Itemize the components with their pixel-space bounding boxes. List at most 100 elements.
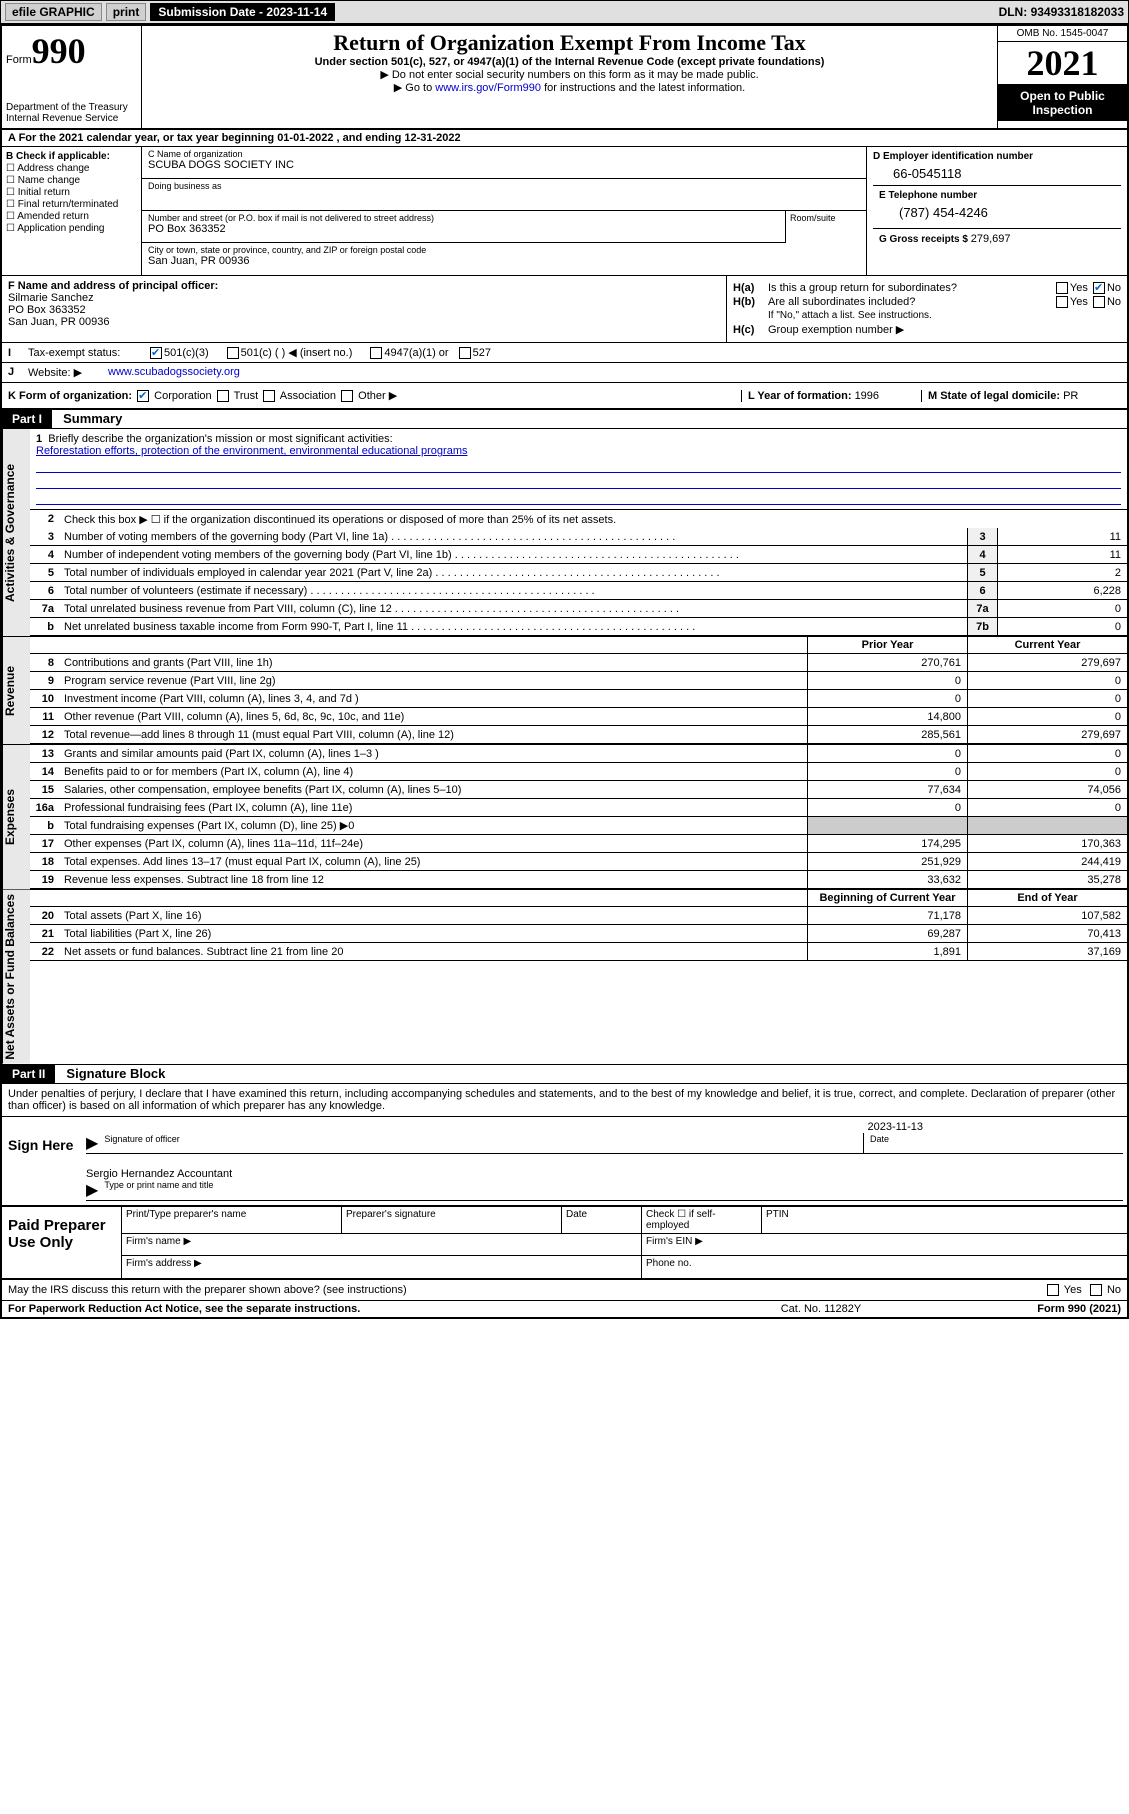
row-i-label: I <box>8 347 28 359</box>
ha-label: H(a) <box>733 282 768 294</box>
city-label: City or town, state or province, country… <box>148 245 860 255</box>
chk-association[interactable] <box>263 390 275 402</box>
state-domicile: M State of legal domicile: PR <box>921 390 1121 402</box>
part-2-badge: Part II <box>2 1065 55 1083</box>
section-b-label: B Check if applicable: <box>6 151 137 162</box>
section-g: G Gross receipts $ 279,697 <box>873 228 1121 249</box>
submission-date-label: Submission Date - 2023-11-14 <box>150 3 335 21</box>
line-15: 15Salaries, other compensation, employee… <box>30 781 1127 799</box>
instructions-note: ▶ Go to www.irs.gov/Form990 for instruct… <box>150 81 989 94</box>
form-title-box: Return of Organization Exempt From Incom… <box>142 26 997 128</box>
addr-label: Number and street (or P.O. box if mail i… <box>148 213 779 223</box>
col-end-year: End of Year <box>967 890 1127 906</box>
hb-no-checkbox[interactable] <box>1093 296 1105 308</box>
form-990: Form990 Department of the Treasury Inter… <box>0 24 1129 1319</box>
chk-amended[interactable]: ☐ Amended return <box>6 211 137 222</box>
line-19: 19Revenue less expenses. Subtract line 1… <box>30 871 1127 889</box>
cat-number: Cat. No. 11282Y <box>721 1303 921 1315</box>
omb-number: OMB No. 1545-0047 <box>998 26 1127 42</box>
perjury-declaration: Under penalties of perjury, I declare th… <box>2 1084 1127 1117</box>
tax-exempt-label: Tax-exempt status: <box>28 347 148 359</box>
city-value: San Juan, PR 00936 <box>148 255 860 267</box>
revenue-section: Revenue Prior Year Current Year 8Contrib… <box>2 637 1127 745</box>
chk-527[interactable] <box>459 347 471 359</box>
part-1-header: Part I Summary <box>2 410 1127 429</box>
efile-label: efile GRAPHIC <box>5 3 102 21</box>
phone-label: E Telephone number <box>879 190 1115 201</box>
chk-final-return[interactable]: ☐ Final return/terminated <box>6 199 137 210</box>
vtab-revenue: Revenue <box>2 637 30 744</box>
chk-name-change[interactable]: ☐ Name change <box>6 175 137 186</box>
instructions-link[interactable]: www.irs.gov/Form990 <box>435 82 541 94</box>
officer-label: F Name and address of principal officer: <box>8 280 720 292</box>
line-10: 10Investment income (Part VIII, column (… <box>30 690 1127 708</box>
ha-yes-checkbox[interactable] <box>1056 282 1068 294</box>
line-18: 18Total expenses. Add lines 13–17 (must … <box>30 853 1127 871</box>
expenses-section: Expenses 13Grants and similar amounts pa… <box>2 745 1127 890</box>
firm-ein-label: Firm's EIN ▶ <box>642 1234 1127 1255</box>
revenue-header: Prior Year Current Year <box>30 637 1127 654</box>
addr-box: Number and street (or P.O. box if mail i… <box>142 211 785 243</box>
prep-name-label: Print/Type preparer's name <box>122 1207 342 1233</box>
row-i: I Tax-exempt status: 501(c)(3) 501(c) ( … <box>2 343 1127 363</box>
line-12: 12Total revenue—add lines 8 through 11 (… <box>30 726 1127 744</box>
row-k: K Form of organization: Corporation Trus… <box>2 383 1127 410</box>
dln: DLN: 93493318182033 <box>999 5 1124 19</box>
line-13: 13Grants and similar amounts paid (Part … <box>30 745 1127 763</box>
line-7a: 7aTotal unrelated business revenue from … <box>30 600 1127 618</box>
ein-value: 66-0545118 <box>873 162 1121 185</box>
hb-note: If "No," attach a list. See instructions… <box>733 310 1121 321</box>
hb-yes-checkbox[interactable] <box>1056 296 1068 308</box>
ha-no-checkbox[interactable] <box>1093 282 1105 294</box>
chk-app-pending[interactable]: ☐ Application pending <box>6 223 137 234</box>
col-current-year: Current Year <box>967 637 1127 653</box>
page-footer: For Paperwork Reduction Act Notice, see … <box>2 1301 1127 1317</box>
section-e: E Telephone number (787) 454-4246 <box>873 185 1121 228</box>
vtab-net-assets: Net Assets or Fund Balances <box>2 890 30 1064</box>
form-title: Return of Organization Exempt From Incom… <box>150 30 989 56</box>
line-20: 20Total assets (Part X, line 16)71,17810… <box>30 907 1127 925</box>
mission-text: Reforestation efforts, protection of the… <box>36 445 467 457</box>
form-label: Form <box>6 54 32 66</box>
dba-box: Doing business as <box>142 179 866 211</box>
ssn-note: ▶ Do not enter social security numbers o… <box>150 68 989 81</box>
city-box: City or town, state or province, country… <box>142 243 866 275</box>
chk-501c[interactable] <box>227 347 239 359</box>
firm-name-label: Firm's name ▶ <box>122 1234 642 1255</box>
line-2: 2Check this box ▶ ☐ if the organization … <box>30 510 1127 528</box>
form-number: 990 <box>32 31 86 71</box>
row-j: J Website: ▶ www.scubadogssociety.org <box>2 363 1127 383</box>
line-5: 5Total number of individuals employed in… <box>30 564 1127 582</box>
public-inspection: Open to Public Inspection <box>998 85 1127 121</box>
col-prior-year: Prior Year <box>807 637 967 653</box>
print-button[interactable]: print <box>106 3 147 21</box>
discuss-no-checkbox[interactable] <box>1090 1284 1102 1296</box>
chk-501c3[interactable] <box>150 347 162 359</box>
org-name-box: C Name of organization SCUBA DOGS SOCIET… <box>142 147 866 179</box>
hc-text: Group exemption number ▶ <box>768 323 1121 336</box>
officer-addr2: San Juan, PR 00936 <box>8 316 720 328</box>
officer-addr1: PO Box 363352 <box>8 304 720 316</box>
section-c: C Name of organization SCUBA DOGS SOCIET… <box>142 147 1127 275</box>
section-b: B Check if applicable: ☐ Address change … <box>2 147 142 275</box>
sig-date-label: Date <box>870 1134 889 1144</box>
sig-officer-label: Signature of officer <box>104 1134 179 1144</box>
chk-corporation[interactable] <box>137 390 149 402</box>
governance-section: Activities & Governance 1 Briefly descri… <box>2 429 1127 637</box>
chk-trust[interactable] <box>217 390 229 402</box>
chk-other[interactable] <box>341 390 353 402</box>
chk-initial-return[interactable]: ☐ Initial return <box>6 187 137 198</box>
discuss-yes-checkbox[interactable] <box>1047 1284 1059 1296</box>
chk-address-change[interactable]: ☐ Address change <box>6 163 137 174</box>
website-label: Website: ▶ <box>28 366 108 379</box>
line-6: 6Total number of volunteers (estimate if… <box>30 582 1127 600</box>
section-f-h: F Name and address of principal officer:… <box>2 276 1127 343</box>
prep-date-label: Date <box>562 1207 642 1233</box>
prep-self-employed: Check ☐ if self-employed <box>642 1207 762 1233</box>
chk-4947[interactable] <box>370 347 382 359</box>
paid-preparer-label: Paid Preparer Use Only <box>2 1207 122 1278</box>
website-link[interactable]: www.scubadogssociety.org <box>108 366 240 379</box>
line-b: bNet unrelated business taxable income f… <box>30 618 1127 636</box>
room-label: Room/suite <box>790 213 862 223</box>
section-h: H(a) Is this a group return for subordin… <box>727 276 1127 342</box>
